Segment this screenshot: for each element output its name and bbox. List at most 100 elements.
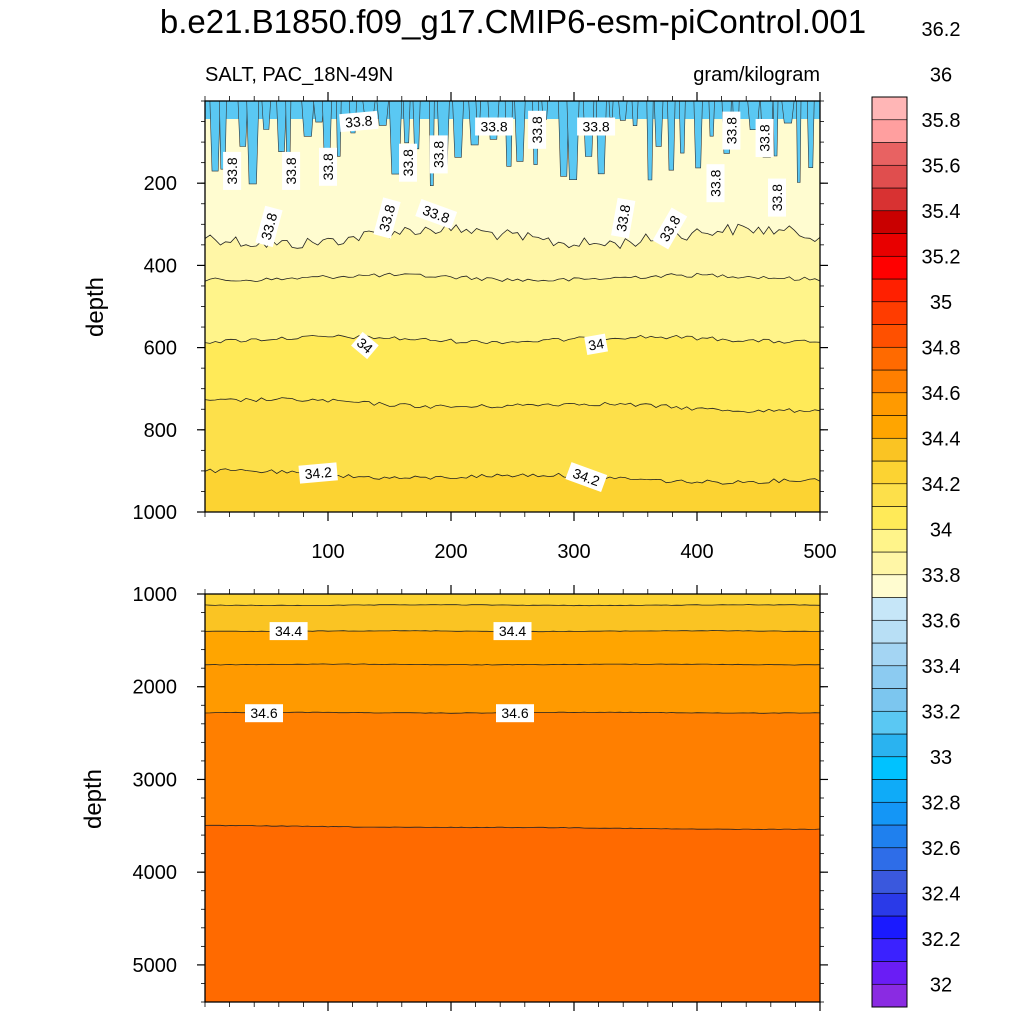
colorbar-label: 33.4 [922, 656, 961, 678]
colorbar-swatch [871, 688, 908, 712]
colorbar-label: 36 [930, 64, 952, 86]
colorbar-swatch [871, 824, 908, 849]
contour-label: 33.8 [339, 110, 379, 133]
colorbar-swatch [871, 392, 908, 416]
salinity-finger [708, 100, 715, 137]
salinity-finger [772, 100, 779, 157]
contour-label: 33.8 [399, 143, 417, 182]
contour-label-bg [755, 119, 774, 157]
contour-label: 33.8 [255, 205, 283, 248]
colorbar-label: 35 [930, 292, 952, 314]
lower-contour-line-34.7 [204, 824, 821, 831]
contour-label: 33.8 [223, 151, 242, 190]
contour-label-text: 33.8 [757, 124, 773, 151]
contour-label-bg [528, 110, 547, 149]
contour-label-text: 33.8 [320, 153, 336, 180]
salinity-finger [667, 100, 676, 171]
contour-label: 33.8 [373, 197, 401, 239]
contour-label-text: 34 [587, 335, 605, 353]
colorbar-swatch [871, 779, 908, 803]
contour-label-text: 33.8 [258, 211, 281, 242]
lower-band-34.7 [205, 825, 820, 1002]
contour-label-text: 33.8 [708, 169, 724, 196]
colorbar-swatch [871, 369, 908, 394]
contour-label-text: 33.8 [283, 157, 299, 184]
colorbar-swatch [871, 415, 908, 439]
colorbar: 32 32.2 32.4 32.6 32.8 33 33.2 33.4 33.6 33.8 34 34… [871, 19, 961, 1008]
colorbar-label: 33.8 [922, 565, 961, 587]
colorbar-label: 33.6 [922, 610, 961, 632]
colorbar-label: 34.2 [922, 474, 961, 496]
upper-contour-lines [204, 223, 821, 485]
contour-label: 34.2 [298, 462, 338, 484]
contour-label-bg [415, 199, 458, 229]
contour-label-bg [706, 164, 725, 203]
salinity-finger [209, 100, 221, 172]
colorbar-label: 36.2 [922, 19, 961, 41]
colorbar-swatch [871, 278, 908, 303]
salinity-finger [618, 100, 628, 121]
colorbar-swatch [871, 801, 908, 826]
salinity-finger [301, 100, 315, 137]
lower-panel: 34.4 34.4 34.6 34.6 1000 2000 3000 4000 5000 de… [80, 584, 828, 1011]
colorbar-swatch [871, 483, 908, 507]
salinity-finger [653, 100, 664, 147]
colorbar-swatch [871, 733, 908, 758]
colorbar-label: 32.4 [922, 883, 961, 905]
contour-label-bg [269, 622, 308, 641]
contour-label-text: 34.6 [501, 705, 528, 721]
contour-label-bg [565, 462, 608, 493]
salinity-finger [566, 100, 580, 180]
colorbar-swatch [871, 938, 908, 962]
colorbar-label: 33 [930, 747, 952, 769]
colorbar-swatch [871, 574, 908, 598]
contour-label-text: 34.4 [275, 623, 302, 639]
contour-label-bg [652, 207, 688, 250]
colorbar-swatch [871, 528, 908, 553]
contour-label-bg [373, 197, 401, 239]
salinity-finger [646, 100, 654, 181]
x-tick-label: 500 [803, 541, 836, 563]
contour-label-text: 33.8 [769, 184, 785, 211]
salinity-finger [246, 100, 260, 185]
colorbar-swatch [871, 164, 908, 189]
salinity-finger [796, 100, 802, 183]
y-tick-label: 1000 [133, 502, 178, 524]
colorbar-swatch [871, 892, 908, 917]
contour-label: 33.8 [577, 117, 616, 136]
upper-contour-line-33.8 [204, 223, 821, 250]
colorbar-swatch [871, 187, 908, 212]
lower-contour-labels: 34.4 34.4 34.6 34.6 [245, 622, 534, 723]
chart-title: b.e21.B1850.f09_g17.CMIP6-esm-piControl.… [160, 3, 866, 40]
contour-label-text: 34.4 [499, 623, 526, 639]
colorbar-swatch [871, 437, 908, 462]
contour-label-text: 33.8 [376, 203, 399, 234]
contour-label-text: 33.8 [582, 119, 609, 135]
contour-label-text: 33.8 [480, 119, 507, 135]
colorbar-label: 34.8 [922, 337, 961, 359]
colorbar-swatch [871, 961, 908, 985]
salinity-finger [261, 100, 271, 130]
x-tick-label: 300 [557, 541, 590, 563]
contour-label-bg [493, 622, 532, 641]
contour-label-bg [768, 178, 786, 217]
colorbar-swatch [871, 233, 908, 257]
contour-label-bg [611, 197, 636, 239]
contour-label-bg [722, 111, 741, 150]
upper-contour-line-34 [204, 334, 821, 345]
contour-label-bg [399, 143, 417, 182]
contour-label-text: 34.6 [250, 705, 277, 721]
upper-contour-line-33.9 [204, 272, 821, 283]
colorbar-swatch [871, 619, 908, 644]
colorbar-swatch [871, 551, 908, 576]
colorbar-label: 32 [930, 974, 952, 996]
salinity-finger [595, 100, 607, 175]
contour-label: 34.4 [269, 622, 308, 641]
contour-label: 33.8 [282, 151, 301, 190]
contour-label: 33.8 [475, 117, 514, 136]
colorbar-swatch [871, 255, 908, 280]
colorbar-label: 35.6 [922, 155, 961, 177]
colorbar-swatch [871, 301, 908, 325]
colorbar-swatch [871, 597, 908, 621]
colorbar-swatch [871, 983, 908, 1008]
